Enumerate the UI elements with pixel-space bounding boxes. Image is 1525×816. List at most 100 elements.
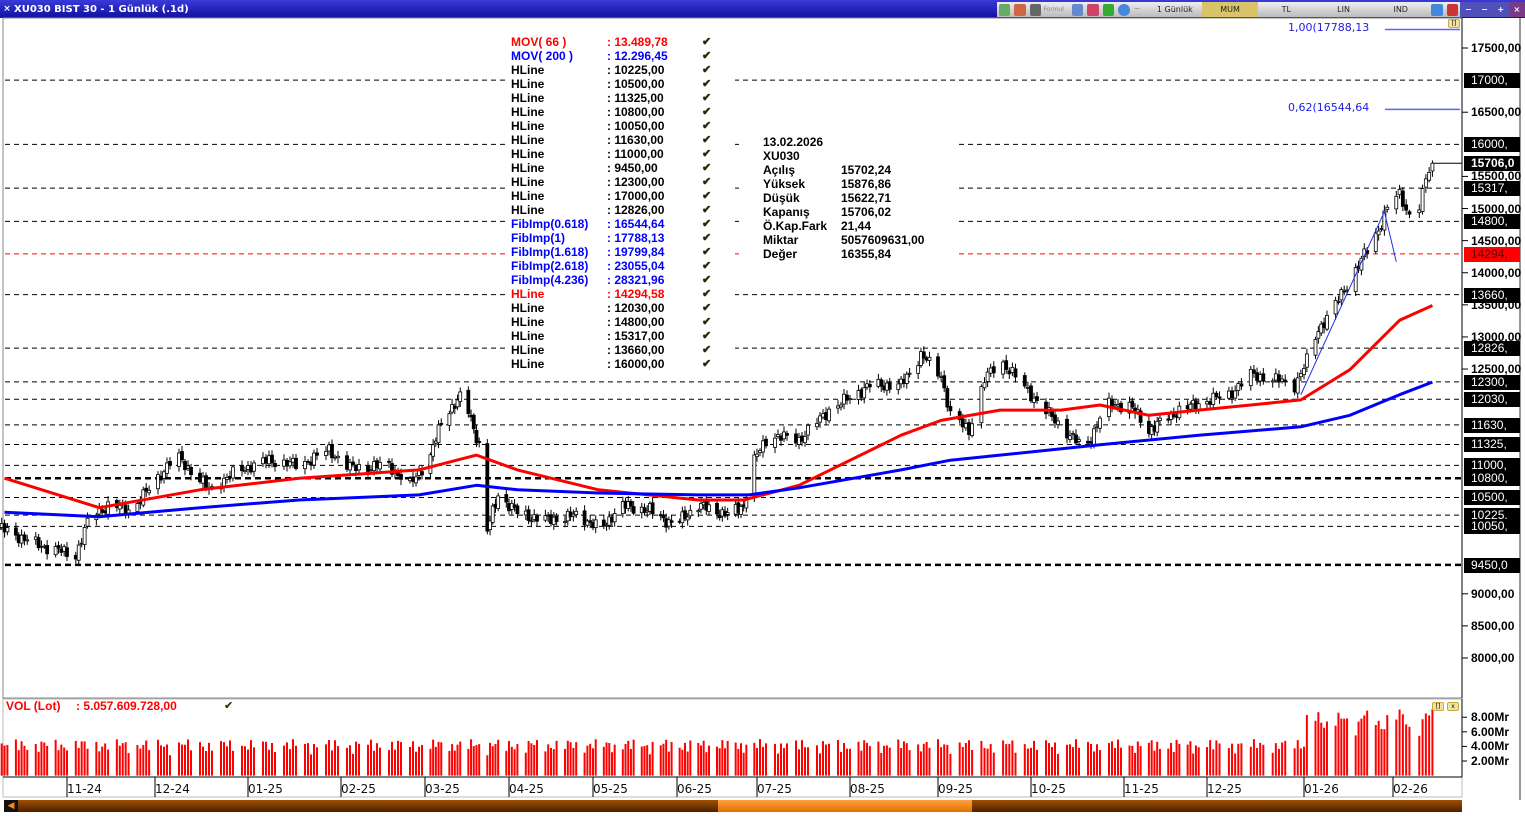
check-icon[interactable]: ✔	[702, 190, 712, 202]
check-icon[interactable]: ✔	[702, 120, 712, 132]
wave-icon[interactable]: ~	[1133, 3, 1141, 13]
check-icon[interactable]: ✔	[702, 36, 712, 48]
check-icon[interactable]: ✔	[702, 50, 712, 62]
legend-item[interactable]: HLine: 11000,00 ✔	[505, 147, 735, 161]
move-icon[interactable]	[1118, 3, 1130, 16]
maximize-button[interactable]: +	[1492, 2, 1509, 17]
candle-body	[490, 505, 495, 523]
horizontal-scrollbar[interactable]: ◀	[4, 800, 1462, 812]
volume-bar	[508, 741, 510, 776]
legend-item[interactable]: FibImp(0.618): 16544,64 ✔	[505, 217, 735, 231]
check-icon[interactable]: ✔	[702, 330, 712, 342]
volume-bar	[232, 750, 234, 776]
compare-icon[interactable]	[1087, 3, 1099, 16]
close-button[interactable]: ×	[1508, 2, 1525, 17]
legend-item[interactable]: FibImp(4.236): 28321,96 ✔	[505, 273, 735, 287]
legend-item[interactable]: FibImp(1): 17788,13 ✔	[505, 231, 735, 245]
check-icon[interactable]: ✔	[702, 274, 712, 286]
legend-name: HLine	[511, 203, 545, 217]
legend-item[interactable]: HLine: 9450,00 ✔	[505, 161, 735, 175]
volume-bar	[1366, 710, 1369, 776]
minimize-all-button[interactable]: −	[1476, 2, 1493, 17]
currency-selector[interactable]: TL	[1281, 5, 1292, 14]
legend-name: HLine	[511, 287, 545, 301]
legend-item[interactable]: HLine: 13660,00 ✔	[505, 343, 735, 357]
indicator-icon[interactable]	[999, 3, 1011, 16]
legend-item[interactable]: HLine: 14800,00 ✔	[505, 315, 735, 329]
volume-bar	[1421, 719, 1424, 776]
template-icon[interactable]	[1014, 3, 1026, 16]
legend-item[interactable]: HLine: 12826,00 ✔	[505, 203, 735, 217]
check-icon[interactable]: ✔	[702, 162, 712, 174]
volume-check-icon[interactable]: ✔	[224, 699, 234, 712]
check-icon[interactable]: ✔	[702, 288, 712, 300]
legend-item[interactable]: HLine: 17000,00 ✔	[505, 189, 735, 203]
legend-item[interactable]: HLine: 16000,00 ✔	[505, 357, 735, 371]
legend-item[interactable]: HLine: 10225,00 ✔	[505, 63, 735, 77]
grid-icon[interactable]	[1072, 3, 1084, 16]
volume-bar	[1008, 744, 1011, 776]
legend-item[interactable]: HLine: 14294,58 ✔	[505, 287, 735, 301]
volume-tick-label: 8.00Mr	[1471, 710, 1510, 725]
tools-icon[interactable]	[1446, 3, 1459, 16]
volume-bar	[1401, 714, 1404, 776]
check-icon[interactable]: ✔	[702, 106, 712, 118]
mode-selector[interactable]: IND	[1393, 5, 1408, 14]
scroll-left-icon[interactable]: ◀	[4, 800, 18, 812]
arrow-icon[interactable]	[1431, 3, 1443, 16]
check-icon[interactable]: ✔	[702, 78, 712, 90]
legend-item[interactable]: HLine: 12030,00 ✔	[505, 301, 735, 315]
check-icon[interactable]: ✔	[702, 218, 712, 230]
close-chart-icon[interactable]: ×	[3, 4, 11, 14]
volume-bar	[980, 740, 983, 776]
volume-restore-button[interactable]: []	[1432, 702, 1444, 711]
legend-item[interactable]: HLine: 10500,00 ✔	[505, 77, 735, 91]
legend-item[interactable]: MOV( 200 ): 12.296,45 ✔	[505, 49, 735, 63]
volume-bar	[592, 748, 594, 776]
check-icon[interactable]: ✔	[702, 204, 712, 216]
formula-button[interactable]: Formul	[1043, 6, 1064, 13]
minimize-button[interactable]: −	[1460, 2, 1477, 17]
check-icon[interactable]: ✔	[702, 316, 712, 328]
candle-body	[666, 519, 671, 527]
info-key: Kapanış	[763, 205, 810, 219]
legend-item[interactable]: HLine: 10800,00 ✔	[505, 105, 735, 119]
candle-body	[5, 527, 10, 533]
volume-bar	[928, 747, 931, 776]
check-icon[interactable]: ✔	[702, 148, 712, 160]
period-selector[interactable]: 1 Günlük	[1156, 5, 1193, 14]
check-icon[interactable]: ✔	[702, 358, 712, 370]
check-icon[interactable]: ✔	[702, 246, 712, 258]
volume-bar	[467, 748, 470, 776]
pencil-icon[interactable]	[1102, 3, 1115, 16]
check-icon[interactable]: ✔	[702, 64, 712, 76]
legend-item[interactable]: HLine: 11630,00 ✔	[505, 133, 735, 147]
volume-close-button[interactable]: x	[1447, 702, 1459, 711]
volume-bar	[863, 740, 866, 776]
candle-body	[543, 515, 548, 521]
chart-type-selector[interactable]: MUM	[1202, 2, 1258, 17]
check-icon[interactable]: ✔	[702, 260, 712, 272]
legend-item[interactable]: HLine: 12300,00 ✔	[505, 175, 735, 189]
check-icon[interactable]: ✔	[702, 344, 712, 356]
check-icon[interactable]: ✔	[702, 232, 712, 244]
candle-body	[1227, 390, 1231, 399]
check-icon[interactable]: ✔	[702, 92, 712, 104]
check-icon[interactable]: ✔	[702, 176, 712, 188]
check-icon[interactable]: ✔	[702, 134, 712, 146]
formula-icon[interactable]	[1029, 3, 1042, 16]
pane-restore-button[interactable]: []	[1448, 19, 1460, 28]
legend-item[interactable]: HLine: 15317,00 ✔	[505, 329, 735, 343]
legend-item[interactable]: MOV( 66 ): 13.489,78 ✔	[505, 35, 735, 49]
scrollbar-thumb[interactable]	[718, 800, 972, 812]
legend-item[interactable]: HLine: 11325,00 ✔	[505, 91, 735, 105]
legend-item[interactable]: FibImp(2.618): 23055,04 ✔	[505, 259, 735, 273]
scale-selector[interactable]: LIN	[1337, 5, 1350, 14]
legend-item[interactable]: FibImp(1.618): 19799,84 ✔	[505, 245, 735, 259]
check-icon[interactable]: ✔	[702, 302, 712, 314]
candle-body	[1261, 373, 1266, 382]
legend-item[interactable]: HLine: 10050,00 ✔	[505, 119, 735, 133]
y-tick-label: 15000,00	[1471, 201, 1521, 216]
candle-body	[629, 500, 633, 507]
